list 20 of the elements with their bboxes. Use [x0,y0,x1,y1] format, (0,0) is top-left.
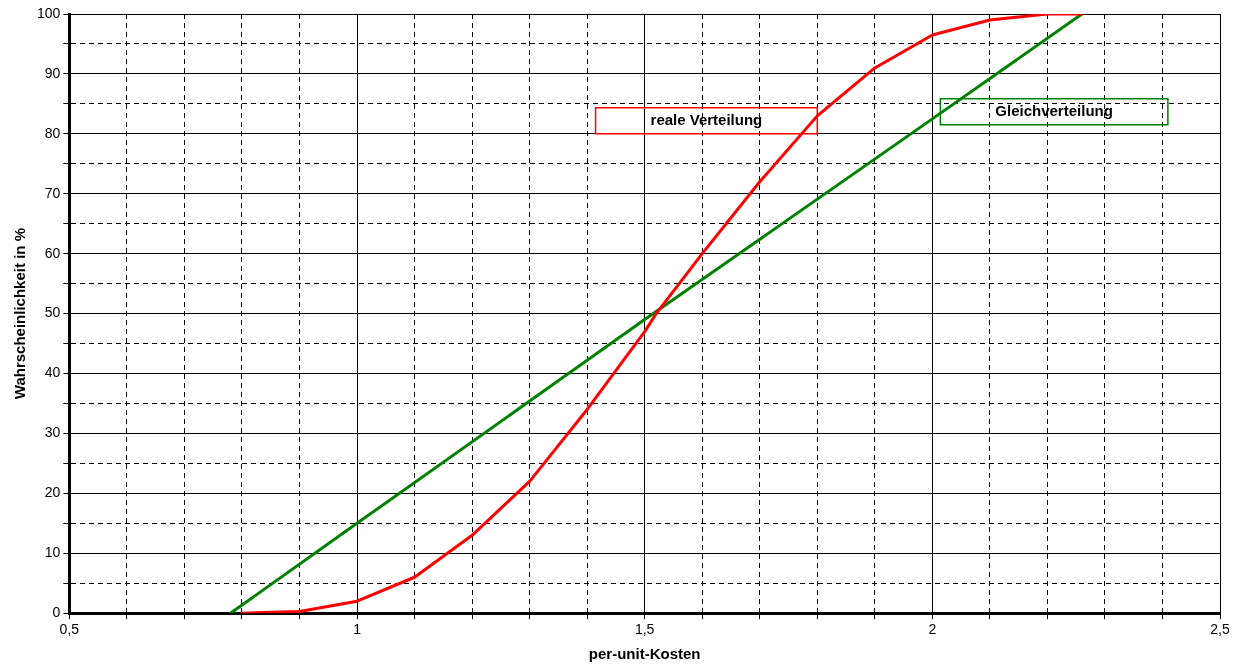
x-tick-label: 2,5 [1210,621,1230,638]
y-tick-label: 20 [44,484,61,501]
y-tick-label: 80 [44,124,61,141]
y-tick-label: 100 [37,4,61,21]
y-tick-label: 60 [44,244,61,261]
y-axis-title: Wahrscheinlichkeit in % [11,228,29,400]
x-tick-label: 1 [353,621,362,638]
y-tick-label: 40 [44,364,61,381]
y-tick-label: 70 [44,184,61,201]
y-tick-label: 50 [44,304,61,321]
x-tick-label: 0,5 [59,621,80,638]
y-tick-label: 10 [44,544,61,561]
y-tick-label: 30 [44,424,61,441]
x-tick-label: 1,5 [634,621,655,638]
y-tick-label: 90 [44,64,61,81]
x-axis-title: per-unit-Kosten [588,645,701,663]
x-tick-label: 2 [928,621,937,638]
text: reale Verteilung [650,111,763,128]
y-tick-label: 0 [52,604,61,621]
series-label: Gleichverteilung [995,102,1113,119]
